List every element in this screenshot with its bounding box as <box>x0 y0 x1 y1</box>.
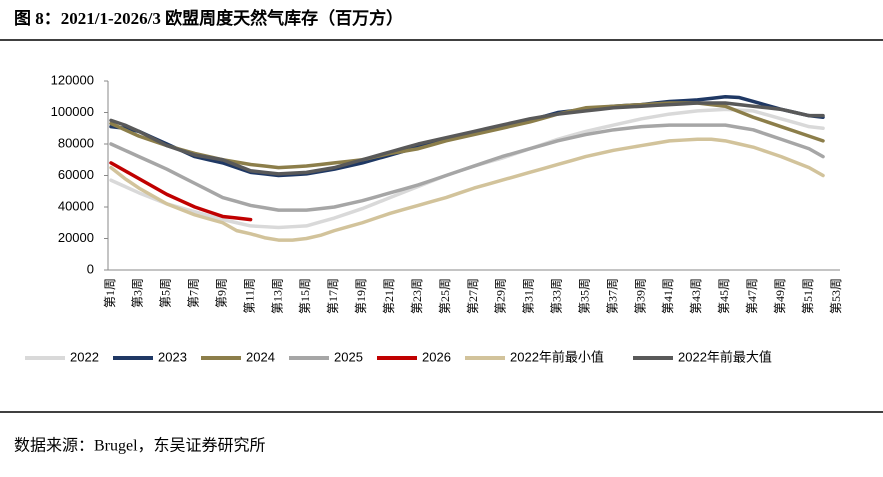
x-tick-label: 第37周 <box>605 278 619 314</box>
x-tick-label: 第49周 <box>773 278 787 314</box>
legend-label: 2022 <box>70 349 99 364</box>
legend-label: 2026 <box>422 349 451 364</box>
legend-label: 2024 <box>246 349 275 364</box>
series-line <box>109 101 825 176</box>
x-tick-label: 第29周 <box>494 278 508 314</box>
chart-title: 图 8：2021/1-2026/3 欧盟周度天然气库存（百万方） <box>14 8 403 28</box>
x-tick-label: 第43周 <box>689 278 703 314</box>
x-tick-label: 第31周 <box>522 278 536 314</box>
x-tick-label: 第7周 <box>187 278 201 308</box>
y-tick-label: 120000 <box>51 72 94 87</box>
x-tick-label: 第35周 <box>577 278 591 314</box>
x-tick-label: 第3周 <box>131 278 145 308</box>
y-tick-label: 20000 <box>58 230 94 245</box>
x-tick-label: 第11周 <box>242 278 256 314</box>
x-tick-label: 第1周 <box>103 278 117 308</box>
x-tick-label: 第33周 <box>550 278 564 314</box>
x-tick-label: 第17周 <box>326 278 340 314</box>
source-note: 数据来源：Brugel，东吴证券研究所 <box>14 437 266 455</box>
y-tick-label: 80000 <box>58 135 94 150</box>
x-tick-label: 第23周 <box>410 278 424 314</box>
x-tick-label: 第15周 <box>298 278 312 314</box>
y-tick-label: 100000 <box>51 104 94 119</box>
x-tick-label: 第27周 <box>466 278 480 314</box>
legend-label: 2022年前最大值 <box>678 349 772 364</box>
series-line <box>109 123 825 212</box>
y-tick-label: 0 <box>87 261 94 276</box>
legend-label: 2022年前最小值 <box>510 349 604 364</box>
series-line <box>109 161 253 222</box>
x-tick-label: 第5周 <box>159 278 173 308</box>
x-tick-label: 第13周 <box>270 278 284 314</box>
x-tick-label: 第9周 <box>214 278 228 308</box>
x-tick-label: 第25周 <box>438 278 452 314</box>
x-tick-label: 第53周 <box>829 278 843 314</box>
x-tick-label: 第39周 <box>633 278 647 314</box>
x-tick-label: 第51周 <box>801 278 815 314</box>
y-tick-label: 60000 <box>58 167 94 182</box>
legend-label: 2023 <box>158 349 187 364</box>
x-tick-label: 第21周 <box>382 278 396 314</box>
x-tick-label: 第45周 <box>717 278 731 314</box>
series-line <box>109 137 825 242</box>
x-tick-label: 第41周 <box>661 278 675 314</box>
legend-label: 2025 <box>334 349 363 364</box>
x-tick-label: 第47周 <box>745 278 759 314</box>
y-tick-label: 40000 <box>58 198 94 213</box>
x-tick-label: 第19周 <box>354 278 368 314</box>
